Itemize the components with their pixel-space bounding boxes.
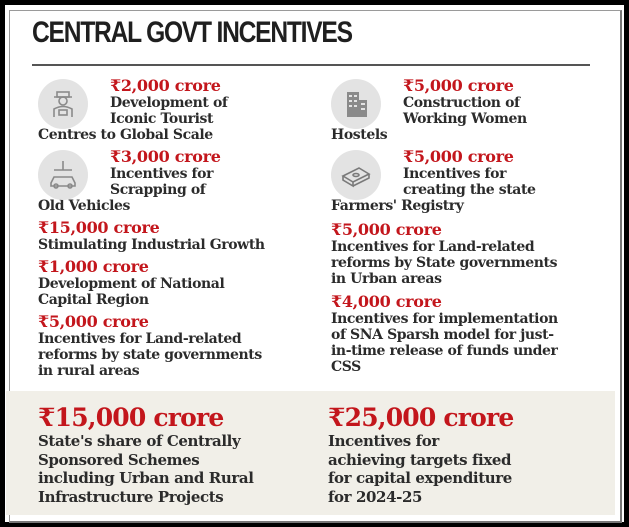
money-bundle-icon bbox=[331, 150, 381, 200]
description-line: achieving targets fixed bbox=[328, 450, 512, 469]
description-line: Old Vehicles bbox=[38, 198, 130, 214]
incentive-women-hostels: ₹5,000 crore Construction of Working Wom… bbox=[331, 77, 601, 143]
description-line: Infrastructure Projects bbox=[38, 487, 224, 506]
description-line: State's share of Centrally bbox=[38, 432, 241, 450]
description-line: Working Women bbox=[403, 111, 527, 127]
description-line: Stimulating Industrial Growth bbox=[38, 237, 265, 253]
amount: ₹5,000 crore bbox=[403, 147, 514, 166]
description-line: reforms by State governments bbox=[331, 255, 558, 271]
amount: ₹5,000 crore bbox=[403, 76, 514, 95]
description-line: Farmers' Registry bbox=[331, 198, 464, 214]
title-divider bbox=[32, 64, 590, 66]
description-line: Development of bbox=[110, 95, 228, 111]
page-title: CENTRAL GOVT INCENTIVES bbox=[32, 16, 353, 49]
amount: ₹15,000 crore bbox=[38, 403, 224, 432]
incentive-farmers-registry: ₹5,000 crore Incentives for creating the… bbox=[331, 148, 601, 214]
amount: ₹2,000 crore bbox=[110, 76, 221, 95]
description-line: Sponsored Schemes bbox=[38, 450, 200, 469]
incentive-rural-land-reforms: ₹5,000 crore Incentives for Land-related… bbox=[38, 312, 318, 380]
amount: ₹25,000 crore bbox=[328, 403, 514, 432]
incentive-sna-sparsh: ₹4,000 crore Incentives for implementati… bbox=[331, 292, 601, 376]
incentive-vehicle-scrapping: ₹3,000 crore Incentives for Scrapping of… bbox=[38, 148, 318, 214]
description-line: in rural areas bbox=[38, 363, 140, 379]
tourist-icon bbox=[38, 79, 88, 129]
amount: ₹4,000 crore bbox=[331, 292, 442, 311]
description-line: CSS bbox=[331, 359, 361, 375]
description-line: Capital Region bbox=[38, 292, 149, 308]
description-line: for capital expenditure bbox=[328, 469, 512, 487]
amount: ₹5,000 crore bbox=[331, 220, 442, 239]
description-line: for 2024-25 bbox=[328, 487, 423, 506]
amount: ₹3,000 crore bbox=[110, 147, 221, 166]
description-line: Construction of bbox=[403, 95, 520, 111]
description-line: in Urban areas bbox=[331, 271, 442, 287]
description-line: Scrapping of bbox=[110, 182, 206, 198]
description-line: including Urban and Rural bbox=[38, 469, 254, 487]
description-line: Incentives for bbox=[110, 166, 214, 182]
amount: ₹5,000 crore bbox=[38, 312, 149, 331]
description-line: Incentives for Land-related bbox=[38, 331, 242, 347]
incentive-industrial-growth: ₹15,000 crore Stimulating Industrial Gro… bbox=[38, 218, 318, 254]
description-line: reforms by state governments bbox=[38, 347, 262, 363]
amount: ₹1,000 crore bbox=[38, 257, 149, 276]
description-line: of SNA Sparsh model for just- bbox=[331, 327, 554, 343]
highlight-capex-targets: ₹25,000 crore Incentives for achieving t… bbox=[328, 404, 608, 506]
description-line: Incentives for Land-related bbox=[331, 239, 535, 255]
building-icon bbox=[331, 79, 381, 129]
description-line: Incentives for implementation bbox=[331, 311, 558, 327]
description-line: Iconic Tourist bbox=[110, 111, 214, 127]
description-line: Hostels bbox=[331, 127, 388, 143]
description-line: Centres to Global Scale bbox=[38, 127, 213, 143]
incentive-tourist: ₹2,000 crore Development of Iconic Touri… bbox=[38, 77, 318, 143]
description-line: Incentives for bbox=[328, 432, 439, 450]
highlight-css-state-share: ₹15,000 crore State's share of Centrally… bbox=[38, 404, 318, 506]
incentive-ncr: ₹1,000 crore Development of National Cap… bbox=[38, 257, 318, 309]
highlight-band: ₹15,000 crore State's share of Centrally… bbox=[6, 391, 615, 515]
description-line: Incentives for bbox=[403, 166, 507, 182]
description-line: in-time release of funds under bbox=[331, 343, 558, 359]
description-line: creating the state bbox=[403, 182, 536, 198]
incentive-urban-land-reforms: ₹5,000 crore Incentives for Land-related… bbox=[331, 220, 601, 288]
vehicle-scrapping-icon bbox=[38, 150, 88, 200]
description-line: Development of National bbox=[38, 276, 225, 292]
amount: ₹15,000 crore bbox=[38, 218, 160, 237]
